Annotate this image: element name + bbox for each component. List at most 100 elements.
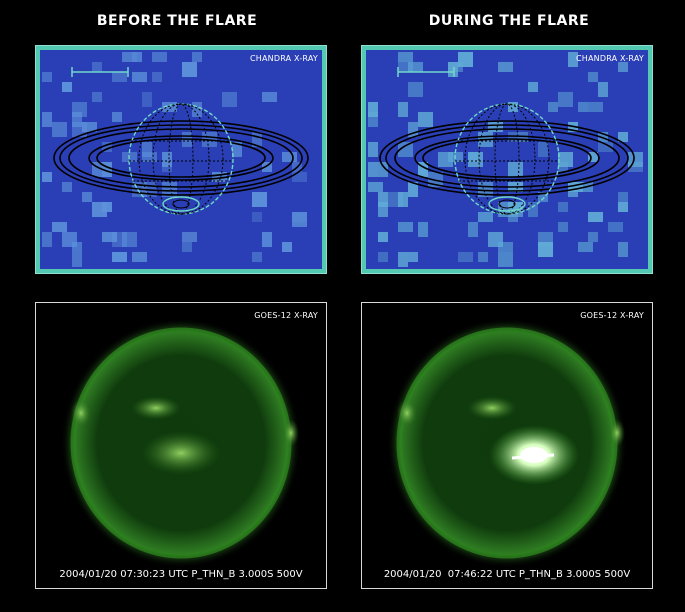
xray-pixel bbox=[508, 102, 518, 112]
xray-pixel bbox=[498, 252, 513, 267]
goes-during-caption: 2004/01/20 07:46:22 UTC P_THN_B 3.000S 5… bbox=[383, 569, 631, 580]
xray-pixel bbox=[162, 152, 172, 167]
xray-pixel bbox=[478, 252, 488, 262]
xray-pixel bbox=[282, 242, 292, 252]
active-regions bbox=[397, 396, 625, 447]
xray-pixel bbox=[538, 192, 548, 202]
xray-pixel bbox=[52, 122, 67, 137]
xray-pixel bbox=[508, 132, 518, 142]
xray-pixel bbox=[398, 52, 413, 62]
xray-pixel bbox=[418, 222, 428, 237]
xray-pixel bbox=[282, 152, 297, 162]
xray-pixel bbox=[628, 152, 643, 167]
xray-pixel bbox=[368, 102, 378, 117]
xray-pixel bbox=[378, 232, 388, 242]
xray-pixel bbox=[162, 102, 177, 112]
xray-pixel bbox=[408, 252, 418, 262]
xray-pixel bbox=[368, 182, 383, 192]
xray-pixel bbox=[588, 212, 603, 222]
xray-pixel bbox=[152, 52, 167, 62]
xray-pixel bbox=[82, 122, 97, 132]
xray-pixel bbox=[142, 142, 152, 157]
xray-pixel bbox=[588, 232, 598, 242]
xray-pixel bbox=[608, 222, 623, 232]
xray-pixel bbox=[618, 242, 628, 257]
scale-bar bbox=[397, 67, 455, 77]
xray-pixel bbox=[588, 152, 598, 162]
goes-during-panel: GOES-12 X-RAY 2004/01/20 07:46:22 UTC P_… bbox=[361, 302, 653, 589]
goes-before-panel: GOES-12 X-RAY 2004/01/20 07:30:23 UTC P_… bbox=[35, 302, 327, 589]
xray-pixel bbox=[398, 102, 408, 117]
xray-pixel bbox=[408, 122, 418, 137]
xray-pixel bbox=[418, 112, 433, 127]
xray-pixel bbox=[122, 232, 137, 247]
xray-pixel bbox=[558, 152, 573, 167]
xray-pixel bbox=[468, 222, 478, 237]
xray-pixel bbox=[618, 202, 628, 212]
xray-pixel bbox=[72, 112, 82, 127]
chandra-before-label: CHANDRA X-RAY bbox=[249, 54, 318, 63]
xray-pixel bbox=[162, 182, 177, 197]
xray-pixel bbox=[408, 62, 423, 72]
xray-pixel bbox=[548, 102, 558, 112]
xray-pixel bbox=[122, 52, 132, 62]
xray-pixel bbox=[378, 202, 388, 217]
xray-pixel bbox=[102, 142, 112, 152]
xray-pixel bbox=[112, 112, 122, 122]
xray-pixel bbox=[598, 82, 608, 97]
flare bbox=[489, 425, 579, 485]
xray-pixel bbox=[488, 232, 503, 247]
xray-pixel bbox=[568, 52, 578, 67]
xray-pixel bbox=[498, 62, 513, 72]
chandra-during-panel: CHANDRA X-RAY bbox=[361, 45, 653, 274]
xray-pixel bbox=[398, 142, 413, 157]
xray-pixel bbox=[92, 92, 102, 102]
xray-pixel bbox=[538, 242, 553, 257]
xray-pixel bbox=[62, 182, 72, 192]
xray-pixel bbox=[292, 172, 307, 182]
xray-pixel bbox=[262, 232, 272, 247]
xray-pixel bbox=[538, 142, 548, 157]
xray-pixel bbox=[618, 62, 628, 72]
xray-pixel bbox=[398, 192, 408, 207]
xray-pixel bbox=[528, 202, 538, 217]
xray-pixel bbox=[378, 192, 388, 207]
xray-pixel bbox=[588, 72, 598, 82]
heading-during-flare: DURING THE FLARE bbox=[428, 13, 590, 29]
xray-pixel bbox=[42, 172, 52, 182]
xray-pixel bbox=[132, 72, 147, 82]
xray-pixel bbox=[162, 152, 172, 167]
xray-pixel bbox=[102, 162, 112, 177]
xray-pixel bbox=[252, 212, 262, 222]
xray-pixel bbox=[92, 62, 102, 72]
xray-pixel bbox=[52, 222, 67, 232]
xray-pixel bbox=[488, 122, 503, 132]
xray-pixel bbox=[498, 242, 513, 252]
xray-pixel bbox=[558, 222, 568, 232]
xray-pixel bbox=[62, 232, 77, 247]
saturn-rings bbox=[379, 120, 635, 196]
xray-pixel bbox=[82, 192, 92, 202]
xray-pixel bbox=[618, 132, 628, 142]
xray-pixel bbox=[102, 202, 112, 212]
xray-pixel bbox=[568, 182, 583, 192]
xray-pixel bbox=[588, 102, 603, 112]
xray-pixel bbox=[558, 92, 573, 107]
xray-pixel bbox=[458, 52, 473, 67]
xray-pixel bbox=[142, 152, 157, 162]
xray-pixel bbox=[112, 72, 127, 82]
goes-during-label: GOES-12 X-RAY bbox=[580, 311, 644, 320]
active-regions bbox=[71, 396, 299, 475]
xray-pixel bbox=[448, 62, 458, 77]
xray-pixel bbox=[418, 162, 428, 177]
xray-pixel bbox=[598, 132, 608, 142]
xray-pixel bbox=[62, 82, 72, 92]
chandra-before-panel: CHANDRA X-RAY bbox=[35, 45, 327, 274]
chandra-during-image bbox=[366, 50, 648, 269]
xray-pixel bbox=[122, 52, 137, 62]
xray-pixel bbox=[42, 112, 52, 127]
goes-before-label: GOES-12 X-RAY bbox=[254, 311, 318, 320]
xray-pixel bbox=[368, 142, 378, 157]
xray-pixel bbox=[72, 102, 87, 117]
xray-pixel bbox=[578, 242, 593, 252]
